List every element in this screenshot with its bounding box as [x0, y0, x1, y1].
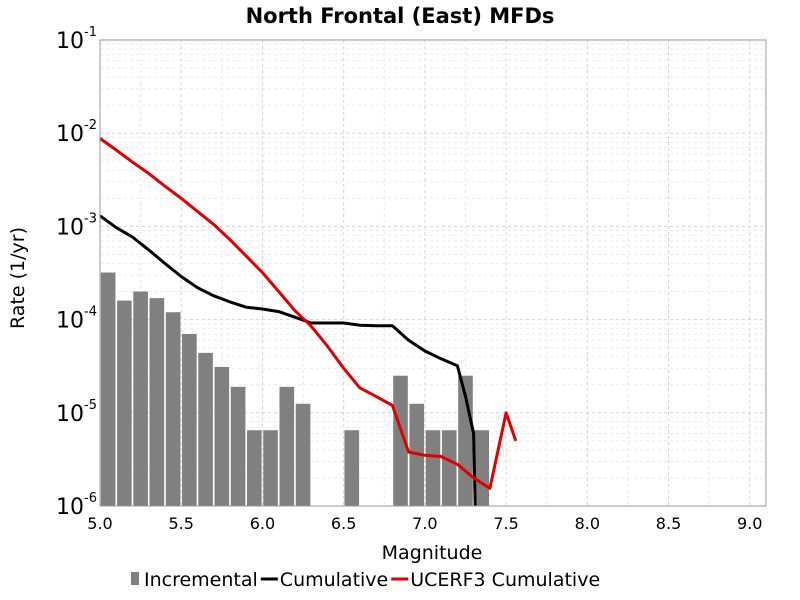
- x-axis-label: Magnitude: [382, 542, 483, 564]
- y-axis-ticks: 10-1 10-2 10-3 10-4 10-5 10-6: [56, 25, 97, 520]
- y-axis-label: Rate (1/yr): [7, 227, 29, 329]
- y-tick-label: 10-5: [56, 398, 97, 427]
- incremental-bar: [100, 272, 116, 506]
- x-axis-ticks: 5.0 5.5 6.0 6.5 7.0 7.5 8.0 8.5 9.0: [87, 514, 762, 533]
- x-tick-label: 8.0: [575, 514, 600, 533]
- incremental-bar: [230, 386, 246, 506]
- x-tick-label: 6.5: [331, 514, 356, 533]
- legend-label-incremental: Incremental: [144, 569, 258, 591]
- y-tick-label: 10-4: [56, 305, 97, 334]
- incremental-bars: [100, 272, 490, 506]
- chart-title: North Frontal (East) MFDs: [246, 4, 555, 28]
- incremental-bar: [182, 334, 197, 506]
- incremental-bar: [198, 352, 213, 506]
- x-tick-label: 8.5: [656, 514, 681, 533]
- incremental-bar: [279, 386, 295, 506]
- incremental-bar: [344, 430, 360, 506]
- incremental-bar: [133, 291, 148, 506]
- x-tick-label: 9.0: [737, 514, 762, 533]
- legend: Incremental Cumulative UCERF3 Cumulative: [131, 569, 600, 591]
- incremental-bar: [214, 367, 230, 506]
- legend-label-ucerf3-cumulative: UCERF3 Cumulative: [410, 569, 600, 591]
- legend-label-cumulative: Cumulative: [280, 569, 388, 591]
- incremental-bar: [247, 430, 262, 506]
- ucerf3-cumulative-line: [99, 137, 518, 490]
- x-tick-label: 5.0: [87, 514, 112, 533]
- y-tick-label: 10-1: [56, 25, 97, 54]
- x-tick-label: 5.5: [168, 514, 193, 533]
- incremental-bar: [393, 375, 408, 506]
- incremental-bar: [425, 430, 441, 506]
- incremental-bar: [474, 430, 490, 506]
- x-tick-label: 6.0: [250, 514, 275, 533]
- y-tick-label: 10-2: [56, 118, 97, 147]
- incremental-bar: [117, 300, 132, 506]
- incremental-bar: [165, 312, 181, 506]
- series-lines: [99, 137, 518, 507]
- y-tick-label: 10-3: [56, 211, 97, 240]
- plot-frame: [99, 39, 767, 507]
- legend-swatch-incremental: [131, 572, 139, 585]
- incremental-bar: [441, 430, 457, 506]
- x-tick-label: 7.5: [493, 514, 518, 533]
- incremental-bar: [149, 298, 165, 506]
- incremental-bar: [263, 430, 278, 506]
- incremental-bar: [295, 403, 311, 506]
- y-tick-label: 10-6: [56, 491, 97, 520]
- x-tick-label: 7.0: [412, 514, 437, 533]
